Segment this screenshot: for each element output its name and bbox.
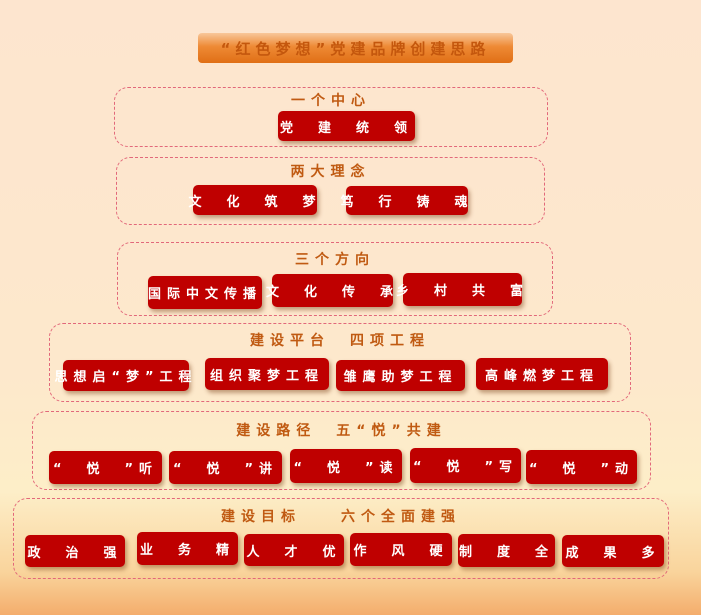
item-button[interactable]: 制 度 全 [458, 534, 555, 567]
section-4: 建设平台 四项工程 [49, 323, 631, 402]
item-button[interactable]: 国际中文传播 [148, 276, 262, 309]
section-heading: 一个中心 [291, 93, 371, 109]
item-button[interactable]: 党 建 统 领 [278, 111, 415, 141]
item-button[interactable]: 雏鹰助梦工程 [336, 360, 465, 391]
item-button[interactable]: “ 悦 ”听 [49, 451, 162, 484]
section-6: 建设目标 六个全面建强 [13, 498, 669, 579]
item-button[interactable]: 文 化 传 承 [266, 274, 393, 307]
section-heading: 两大理念 [290, 164, 371, 180]
item-button[interactable]: “ 悦 ”讲 [169, 451, 282, 484]
section-5: 建设路径 五“悦”共建 [32, 411, 651, 490]
section-heading: 三个方向 [295, 252, 375, 268]
item-button[interactable]: 业 务 精 [137, 532, 238, 565]
item-button[interactable]: 成 果 多 [562, 535, 664, 567]
item-button[interactable]: 组织聚梦工程 [205, 358, 329, 390]
item-button[interactable]: 思想启“梦”工程 [54, 360, 192, 391]
section-heading: 建设路径 五“悦”共建 [236, 423, 447, 439]
item-button[interactable]: 笃 行 铸 魂 [341, 186, 468, 215]
item-button[interactable]: 文 化 筑 梦 [189, 185, 317, 215]
section-heading: 建设目标 六个全面建强 [221, 509, 461, 525]
item-button[interactable]: 政 治 强 [25, 535, 125, 567]
section-3: 三个方向 [117, 242, 553, 316]
item-button[interactable]: 人 才 优 [244, 534, 344, 566]
item-button[interactable]: 作 风 硬 [350, 533, 452, 566]
section-2: 两大理念 [116, 157, 545, 225]
item-button[interactable]: 乡 村 共 富 [396, 273, 523, 306]
section-1: 一个中心 [114, 87, 548, 147]
section-heading: 建设平台 四项工程 [250, 333, 430, 349]
item-button[interactable]: 高峰燃梦工程 [476, 358, 608, 390]
diagram-title: “红色梦想”党建品牌创建思路 [198, 33, 513, 63]
item-button[interactable]: “ 悦 ”读 [290, 449, 402, 483]
item-button[interactable]: “ 悦 ”动 [526, 450, 637, 484]
item-button[interactable]: “ 悦 ”写 [410, 448, 521, 483]
